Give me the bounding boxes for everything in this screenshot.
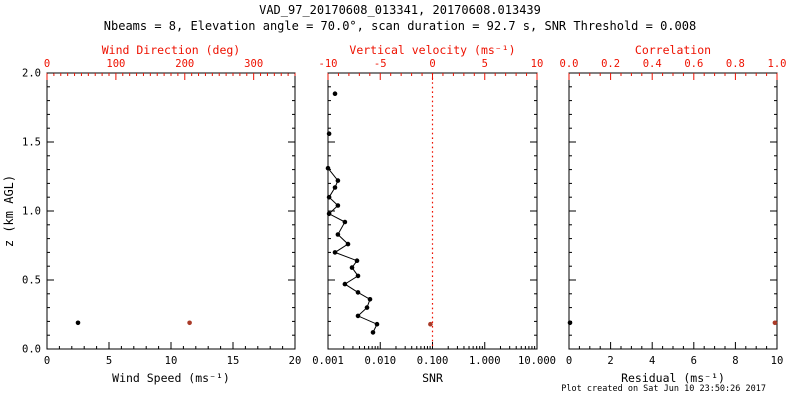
tick-label: 0.001 [312, 355, 344, 367]
panel-wind: 0 5 10 15 20 Wind Speed (ms⁻¹) 0 100 200 300 Wind … [2, 43, 301, 385]
tick-label: 300 [244, 58, 263, 70]
tick-label: 0 [44, 355, 50, 367]
y-tick-label: 1.0 [22, 206, 41, 218]
snr-profile-point [335, 203, 341, 208]
snr-profile-point [342, 219, 348, 225]
snr-profile-point [370, 330, 376, 335]
snr-isolated-points-point [326, 131, 332, 136]
y-tick-label: 1.5 [22, 137, 41, 149]
tick-label: 15 [227, 355, 240, 367]
y-tick-label: 0.0 [22, 344, 41, 356]
panel-snr: 0.001 0.010 0.100 1.000 10.000 SNR -10 -5 0 5 10 Ve… [312, 43, 556, 385]
panel-residual: 0 2 4 6 8 10 Residual (ms⁻¹) 0.0 0.2 0.4 0.6 0.8 1.0… [560, 43, 787, 385]
snr-profile-point [335, 178, 341, 183]
tick-label: 0.4 [643, 58, 662, 70]
top-axis-title: Wind Direction (deg) [102, 43, 240, 57]
snr-profile-point [354, 258, 360, 264]
tick-label: 10 [771, 355, 784, 367]
tick-label: -5 [374, 58, 387, 70]
snr-profile-point [332, 250, 338, 255]
snr-profile-point [355, 313, 361, 319]
y-tick-label: 2.0 [22, 68, 41, 80]
tick-label: 5 [106, 355, 112, 367]
wind-speed-point [75, 320, 81, 326]
tick-label: 10.000 [518, 355, 556, 367]
tick-label: 0 [44, 58, 50, 70]
tick-label: -10 [319, 58, 338, 70]
plot-subtitle: Nbeams = 8, Elevation angle = 70.0°, sca… [103, 19, 697, 33]
snr-profile-point [326, 194, 332, 200]
snr-profile-point [325, 165, 331, 171]
residual-point [567, 320, 573, 326]
tick-label: 8 [732, 355, 738, 367]
tick-label: 1.000 [469, 355, 501, 367]
tick-label: 10 [165, 355, 178, 367]
snr-profile-point [364, 305, 370, 310]
tick-label: 0.6 [684, 58, 703, 70]
vertical-velocity-point [428, 321, 433, 327]
correlation-point [772, 320, 778, 326]
tick-label: 0.8 [726, 58, 745, 70]
tick-label: 0 [429, 58, 435, 70]
snr-profile-point [367, 297, 373, 302]
tick-label: 10 [531, 58, 544, 70]
tick-label: 0.010 [364, 355, 396, 367]
tick-label: 0.0 [560, 58, 579, 70]
tick-label: 4 [649, 355, 655, 367]
y-axis-title: z (km AGL) [2, 175, 16, 247]
snr-profile-point [332, 185, 338, 190]
plot-created-timestamp: Plot created on Sat Jun 10 23:50:26 2017 [561, 384, 766, 394]
tick-label: 6 [691, 355, 697, 367]
bottom-axis-title: Residual (ms⁻¹) [621, 371, 725, 385]
bottom-axis-title: SNR [422, 371, 443, 385]
tick-label: 2 [607, 355, 613, 367]
tick-label: 200 [175, 58, 194, 70]
top-axis-title: Vertical velocity (ms⁻¹) [349, 43, 515, 57]
tick-label: 100 [106, 58, 125, 70]
tick-label: 0.100 [417, 355, 449, 367]
tick-label: 20 [289, 355, 302, 367]
bottom-axis-title: Wind Speed (ms⁻¹) [112, 371, 230, 385]
tick-label: 1.0 [768, 58, 787, 70]
plot-title: VAD_97_20170608_013341, 20170608.013439 [259, 3, 541, 17]
snr-isolated-points-point [332, 91, 338, 96]
snr-profile-point [355, 290, 361, 295]
top-axis-title: Correlation [635, 43, 711, 57]
y-tick-label: 0.5 [22, 275, 41, 287]
snr-profile-point [326, 211, 332, 217]
tick-label: 0.2 [601, 58, 620, 70]
snr-profile-point [374, 321, 380, 327]
snr-profile-point [349, 265, 355, 270]
wind-direction-point [187, 320, 192, 326]
panel-border [568, 72, 778, 350]
panel-border [46, 72, 296, 350]
tick-label: 5 [482, 58, 488, 70]
snr-profile-point [345, 241, 351, 247]
snr-profile-point [342, 281, 348, 287]
snr-profile-point [335, 232, 341, 237]
snr-profile-point [355, 273, 361, 279]
tick-label: 0 [566, 355, 572, 367]
